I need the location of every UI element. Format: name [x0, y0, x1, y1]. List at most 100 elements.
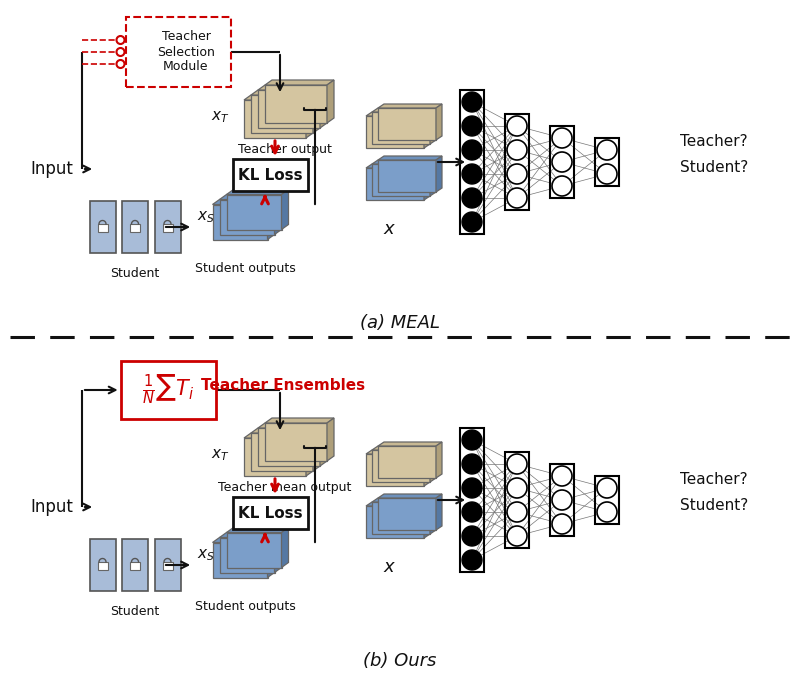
Polygon shape: [424, 450, 430, 486]
Bar: [97, 562, 108, 570]
Polygon shape: [430, 160, 436, 196]
Polygon shape: [251, 428, 320, 433]
Bar: [550, 464, 574, 536]
Polygon shape: [220, 533, 281, 537]
Polygon shape: [378, 108, 436, 140]
Polygon shape: [366, 454, 424, 486]
Polygon shape: [265, 80, 334, 85]
Polygon shape: [258, 423, 327, 428]
Text: KL Loss: KL Loss: [238, 167, 303, 182]
Polygon shape: [274, 194, 281, 234]
Circle shape: [462, 454, 482, 474]
Circle shape: [597, 164, 617, 184]
Bar: [122, 539, 148, 591]
Polygon shape: [372, 160, 436, 164]
Circle shape: [507, 502, 527, 522]
Polygon shape: [366, 502, 430, 506]
Bar: [550, 126, 574, 198]
Bar: [595, 476, 619, 524]
Polygon shape: [212, 200, 274, 205]
Bar: [122, 201, 148, 253]
Bar: [155, 201, 181, 253]
Polygon shape: [372, 502, 430, 534]
Polygon shape: [366, 164, 430, 168]
Polygon shape: [251, 90, 320, 95]
Polygon shape: [244, 95, 313, 100]
Polygon shape: [313, 428, 320, 471]
Polygon shape: [212, 537, 274, 543]
Text: $x_T$: $x_T$: [212, 109, 230, 125]
Bar: [233, 497, 307, 529]
Polygon shape: [366, 506, 424, 538]
Polygon shape: [327, 80, 334, 123]
Polygon shape: [265, 85, 327, 123]
Circle shape: [507, 454, 527, 474]
Text: KL Loss: KL Loss: [238, 506, 303, 520]
Polygon shape: [378, 156, 442, 160]
Polygon shape: [378, 498, 436, 530]
Text: Student?: Student?: [680, 159, 749, 175]
Circle shape: [462, 526, 482, 546]
Polygon shape: [430, 446, 436, 482]
Text: Student: Student: [110, 605, 160, 618]
Circle shape: [507, 164, 527, 184]
Polygon shape: [366, 450, 430, 454]
Polygon shape: [372, 446, 436, 450]
Text: Teacher mean output: Teacher mean output: [218, 481, 352, 494]
Polygon shape: [378, 160, 436, 192]
Circle shape: [462, 212, 482, 232]
Polygon shape: [306, 95, 313, 138]
Bar: [130, 562, 140, 570]
Bar: [121, 361, 216, 419]
Text: Input: Input: [31, 498, 74, 516]
Polygon shape: [436, 156, 442, 192]
Circle shape: [462, 430, 482, 450]
Text: Teacher
Selection
Module: Teacher Selection Module: [157, 30, 215, 74]
Text: $x$: $x$: [384, 558, 397, 576]
Polygon shape: [378, 446, 436, 478]
Circle shape: [462, 116, 482, 136]
Polygon shape: [251, 95, 313, 133]
Polygon shape: [372, 112, 430, 144]
Circle shape: [597, 478, 617, 498]
Polygon shape: [424, 502, 430, 538]
Text: Input: Input: [31, 160, 74, 178]
Circle shape: [597, 140, 617, 160]
Bar: [460, 90, 484, 234]
Polygon shape: [220, 537, 274, 572]
Text: (b) Ours: (b) Ours: [363, 652, 436, 670]
Polygon shape: [430, 498, 436, 534]
Polygon shape: [366, 116, 424, 148]
Circle shape: [117, 48, 125, 56]
Circle shape: [462, 92, 482, 112]
Bar: [89, 201, 115, 253]
Polygon shape: [281, 190, 289, 230]
Polygon shape: [320, 423, 327, 466]
Polygon shape: [265, 423, 327, 461]
Polygon shape: [366, 168, 424, 200]
Text: Teacher?: Teacher?: [680, 134, 748, 149]
Circle shape: [117, 36, 125, 44]
Polygon shape: [258, 85, 327, 90]
Bar: [130, 224, 140, 232]
Circle shape: [462, 502, 482, 522]
Text: Teacher Ensembles: Teacher Ensembles: [201, 377, 366, 392]
Polygon shape: [244, 438, 306, 476]
Polygon shape: [424, 112, 430, 148]
Circle shape: [462, 550, 482, 570]
Polygon shape: [306, 433, 313, 476]
Polygon shape: [258, 428, 320, 466]
Circle shape: [462, 478, 482, 498]
Text: $x_S$: $x_S$: [197, 547, 215, 563]
Polygon shape: [220, 200, 274, 234]
Circle shape: [507, 116, 527, 136]
Circle shape: [117, 60, 125, 68]
Circle shape: [507, 478, 527, 498]
Bar: [126, 17, 230, 87]
Circle shape: [552, 176, 572, 196]
Polygon shape: [436, 494, 442, 530]
Polygon shape: [378, 494, 442, 498]
Bar: [162, 562, 173, 570]
Circle shape: [552, 466, 572, 486]
Polygon shape: [327, 418, 334, 461]
